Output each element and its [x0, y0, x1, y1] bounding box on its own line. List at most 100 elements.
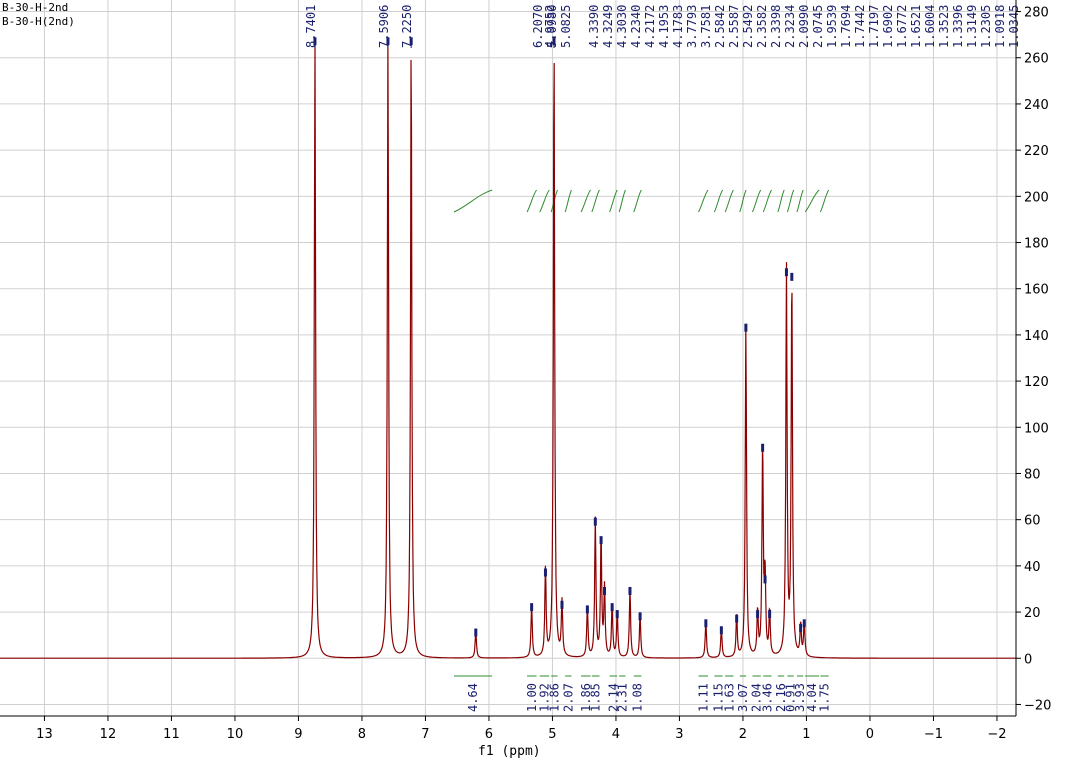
integral-curve	[804, 189, 820, 213]
integral-curve	[762, 189, 772, 213]
peak-label: 2.5587	[727, 5, 741, 48]
integral-value: 2.04	[750, 683, 764, 712]
peak-label: 1.3149	[965, 5, 979, 48]
integral-value: 2.31	[615, 683, 629, 712]
integral-value: 1.86	[547, 683, 561, 712]
integral-value: 1.85	[589, 683, 603, 712]
x-axis-title: f1 (ppm)	[478, 744, 541, 759]
x-tick-label: 11	[163, 727, 180, 742]
peak-label: 4.2340	[629, 5, 643, 48]
x-tick-label: 12	[100, 727, 117, 742]
y-tick-label: 80	[1024, 467, 1041, 482]
peak-label: 1.6772	[895, 5, 909, 48]
integral-value: 1.11	[696, 683, 710, 712]
peak-label: 2.5842	[713, 5, 727, 48]
integral-curve	[591, 189, 600, 213]
peak-label: 1.9539	[825, 5, 839, 48]
peak-label: 2.0745	[811, 5, 825, 48]
x-tick-label: 10	[227, 727, 244, 742]
peak-label: 3.7793	[685, 5, 699, 48]
y-tick-label: 20	[1024, 606, 1041, 621]
integral-value: 2.16	[774, 683, 788, 712]
x-tick-label: 5	[548, 727, 556, 742]
integral-curve	[526, 189, 537, 213]
peak-label: 4.1953	[657, 5, 671, 48]
peak-label: 1.3396	[951, 5, 965, 48]
peak-label: 4.1783	[671, 5, 685, 48]
peak-markers: 8.7401 7.5906 7.2250 6.2070 5.0980 5.08254.97…	[304, 5, 1021, 637]
y-tick-label: 220	[1024, 144, 1049, 159]
integral-curve	[698, 189, 709, 213]
y-tick-label: 260	[1024, 52, 1049, 67]
peak-label: 1.7694	[839, 5, 853, 48]
x-tick-label: 3	[675, 727, 683, 742]
title-line-1: B-30-H-2nd	[2, 1, 68, 14]
peak-label: 1.6902	[881, 5, 895, 48]
y-tick-label: 200	[1024, 190, 1049, 205]
grid	[0, 0, 1016, 716]
integral-value: 1.08	[631, 683, 645, 712]
x-tick-label: 8	[358, 727, 366, 742]
integral-value: 1.15	[712, 683, 726, 712]
x-tick-label: 13	[36, 727, 53, 742]
x-tick-label: 6	[485, 727, 493, 742]
integral-value: 4.64	[466, 683, 480, 712]
peak-label: 1.7197	[867, 5, 881, 48]
peak-label: 4.2172	[643, 5, 657, 48]
integral-curve	[713, 189, 724, 213]
peak-label: 2.3234	[783, 5, 797, 48]
integral-value: 1.86	[579, 683, 593, 712]
x-tick-label: 0	[866, 727, 874, 742]
peak-label: 7.2250	[400, 5, 414, 48]
integral-value: 3.07	[736, 683, 750, 712]
peak-label: 7.5906	[377, 5, 391, 48]
integral-curve	[819, 189, 830, 213]
integral-curve	[739, 189, 747, 213]
peak-label: 2.3398	[769, 5, 783, 48]
integral-value: 4.04	[805, 683, 819, 712]
x-tick-label: −1	[924, 727, 943, 742]
integral-curve	[633, 189, 642, 213]
integral-curve	[724, 189, 734, 213]
peak-label: 3.7581	[699, 5, 713, 48]
integral-curve	[609, 189, 618, 213]
x-tick-label: 4	[612, 727, 620, 742]
y-tick-label: 280	[1024, 6, 1049, 21]
integral-value: 3.46	[760, 683, 774, 712]
peak-label: 1.0345	[1007, 5, 1021, 48]
x-tick-label: 2	[739, 727, 747, 742]
axes: 13 12 11 10 9 8 7 6 5 4 3 2 1 0 −1 −2−20020406080100120…	[0, 0, 1051, 742]
integral-curve	[618, 189, 626, 213]
integral-value: 2.07	[561, 683, 575, 712]
y-tick-label: 0	[1024, 652, 1032, 667]
peak-label: 1.7442	[853, 5, 867, 48]
integral-value: 1.75	[818, 683, 832, 712]
integral-curve	[580, 189, 591, 213]
y-tick-label: 60	[1024, 514, 1041, 529]
x-tick-label: 7	[421, 727, 429, 742]
peak-label: 6.2070	[531, 5, 545, 48]
peak-label: 5.0825	[559, 5, 573, 48]
integral-value: 0.91	[784, 683, 798, 712]
spectrum-trace	[0, 38, 1016, 659]
y-tick-label: 160	[1024, 283, 1049, 298]
peak-label: 5.0980	[545, 5, 559, 48]
peak-label: 4.3390	[587, 5, 601, 48]
peak-label: 1.6521	[909, 5, 923, 48]
y-tick-label: 100	[1024, 421, 1049, 436]
y-tick-label: 140	[1024, 329, 1049, 344]
integral-curve	[453, 189, 493, 213]
peak-label: 4.3030	[615, 5, 629, 48]
integral-curve	[564, 189, 572, 213]
peak-label: 1.6004	[923, 5, 937, 48]
integral-curve	[752, 189, 762, 213]
integral-curve	[777, 189, 785, 213]
peak-label: 2.3582	[755, 5, 769, 48]
integral-value: 2.14	[606, 683, 620, 712]
y-tick-label: 240	[1024, 98, 1049, 113]
integral-value: 3.93	[793, 683, 807, 712]
integral-value: 1.63	[722, 683, 736, 712]
integral-curve	[786, 189, 795, 213]
title-line-2: B-30-H(2nd)	[2, 15, 75, 28]
